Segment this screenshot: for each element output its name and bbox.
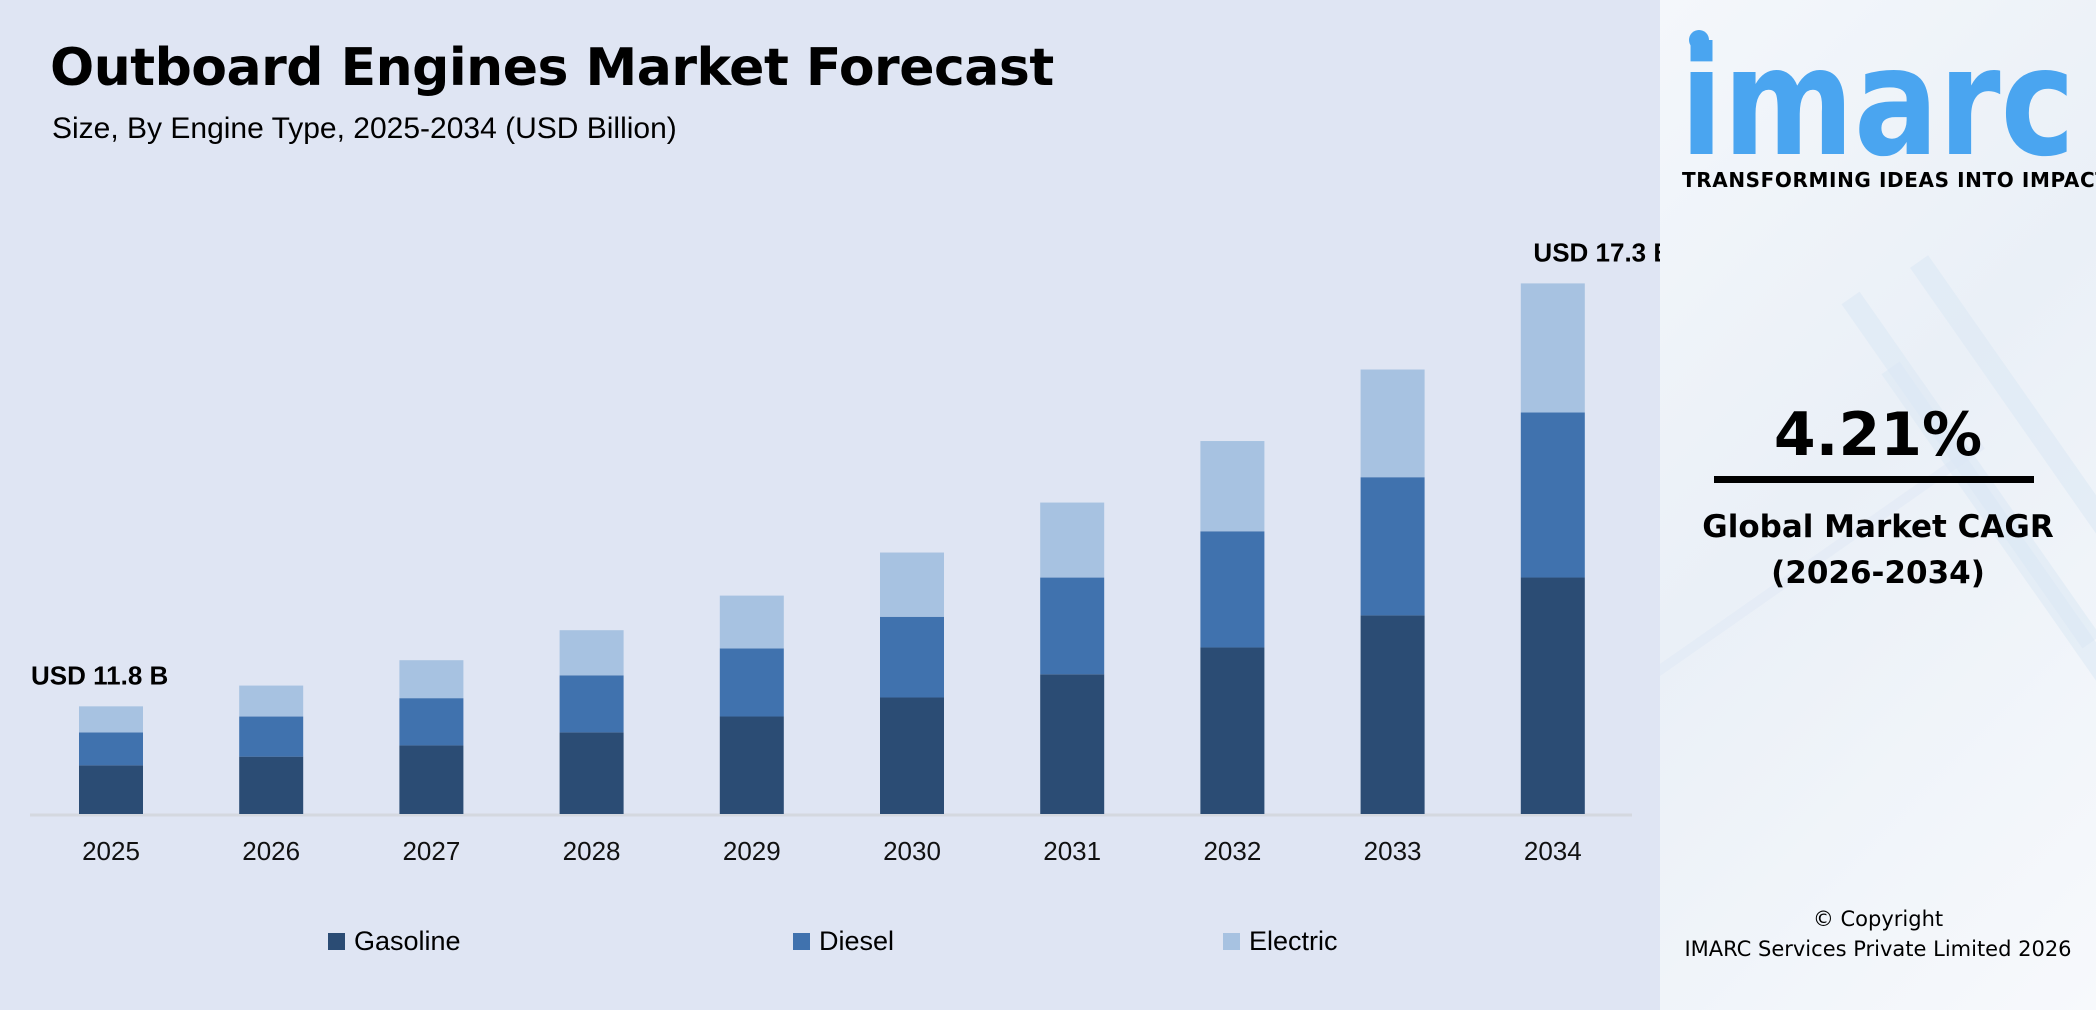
bar-gasoline-2030 — [880, 697, 944, 814]
copyright: © Copyright IMARC Services Private Limit… — [1660, 904, 2096, 964]
x-tick-label: 2033 — [1364, 836, 1422, 866]
x-tick-label: 2034 — [1524, 836, 1582, 866]
legend-label: Gasoline — [354, 926, 461, 956]
x-tick-label: 2029 — [723, 836, 781, 866]
bar-electric-2025 — [79, 706, 143, 733]
bar-gasoline-2028 — [559, 732, 624, 814]
legend-item-electric: Electric — [1223, 926, 1338, 957]
bar-electric-2031 — [1040, 502, 1105, 578]
logo-text: imarc — [1680, 22, 2075, 162]
bar-gasoline-2031 — [1040, 674, 1105, 814]
bar-diesel-2034 — [1520, 412, 1585, 578]
bar-gasoline-2025 — [79, 765, 143, 814]
legend-item-gasoline: Gasoline — [328, 926, 461, 957]
legend-swatch-gasoline — [328, 933, 345, 950]
bar-gasoline-2026 — [239, 756, 304, 814]
bar-gasoline-2029 — [719, 716, 784, 814]
chart-subtitle: Size, By Engine Type, 2025-2034 (USD Bil… — [52, 112, 677, 145]
legend-label: Electric — [1249, 926, 1338, 956]
bar-electric-2029 — [719, 595, 784, 649]
total-label-2034: USD 17.3 B — [1533, 237, 1660, 267]
x-tick-label: 2027 — [402, 836, 460, 866]
bar-diesel-2028 — [559, 675, 624, 733]
legend: Gasoline Diesel Electric — [0, 926, 1660, 960]
bar-diesel-2025 — [79, 732, 143, 766]
bar-diesel-2032 — [1200, 531, 1265, 648]
stacked-bar-chart: 2025 2026 2027 2028 2029 2030 2031 2032 2033 2034… — [30, 237, 1660, 866]
bar-electric-2032 — [1200, 441, 1265, 532]
cagr-label: Global Market CAGR — [1702, 509, 2054, 545]
legend-swatch-diesel — [793, 933, 810, 950]
bar-electric-2027 — [399, 660, 464, 699]
bar-diesel-2026 — [239, 716, 304, 757]
chart-title: Outboard Engines Market Forecast — [50, 38, 1054, 98]
x-tick-label: 2031 — [1043, 836, 1101, 866]
bar-electric-2026 — [239, 685, 304, 717]
x-tick-label: 2025 — [82, 836, 140, 866]
legend-item-diesel: Diesel — [793, 926, 894, 957]
cagr-period: (2026-2034) — [1771, 555, 1985, 591]
info-panel: imarc TRANSFORMING IDEAS INTO IMPACT 4.2… — [1660, 0, 2096, 1010]
tagline: TRANSFORMING IDEAS INTO IMPACT — [1682, 168, 2096, 192]
x-tick-label: 2030 — [883, 836, 941, 866]
legend-label: Diesel — [819, 926, 895, 956]
divider — [1714, 476, 2034, 483]
bar-gasoline-2027 — [399, 745, 464, 814]
bar-electric-2033 — [1360, 369, 1425, 478]
bar-electric-2034 — [1520, 283, 1585, 413]
bar-diesel-2033 — [1360, 477, 1425, 616]
legend-swatch-electric — [1223, 933, 1240, 950]
x-tick-label: 2026 — [242, 836, 300, 866]
cagr-value: 4.21% — [1773, 400, 1983, 470]
bar-diesel-2029 — [719, 648, 784, 717]
x-tick-label: 2032 — [1203, 836, 1261, 866]
total-label-2025: USD 11.8 B — [31, 660, 168, 690]
bar-diesel-2027 — [399, 698, 464, 746]
bar-gasoline-2033 — [1360, 615, 1425, 814]
bar-gasoline-2034 — [1520, 577, 1585, 814]
bar-electric-2030 — [880, 552, 944, 617]
x-tick-label: 2028 — [563, 836, 621, 866]
bar-diesel-2031 — [1040, 577, 1105, 675]
cagr-label-block: Global Market CAGR (2026-2034) — [1660, 504, 2096, 596]
bar-gasoline-2032 — [1200, 647, 1265, 814]
copyright-line-1: © Copyright — [1812, 907, 1944, 931]
imarc-logo: imarc — [1680, 22, 2075, 162]
chart-panel: Outboard Engines Market Forecast Size, B… — [0, 0, 1660, 1010]
copyright-line-2: IMARC Services Private Limited 2026 — [1684, 937, 2072, 961]
bar-diesel-2030 — [880, 616, 944, 698]
bar-electric-2028 — [559, 630, 624, 676]
